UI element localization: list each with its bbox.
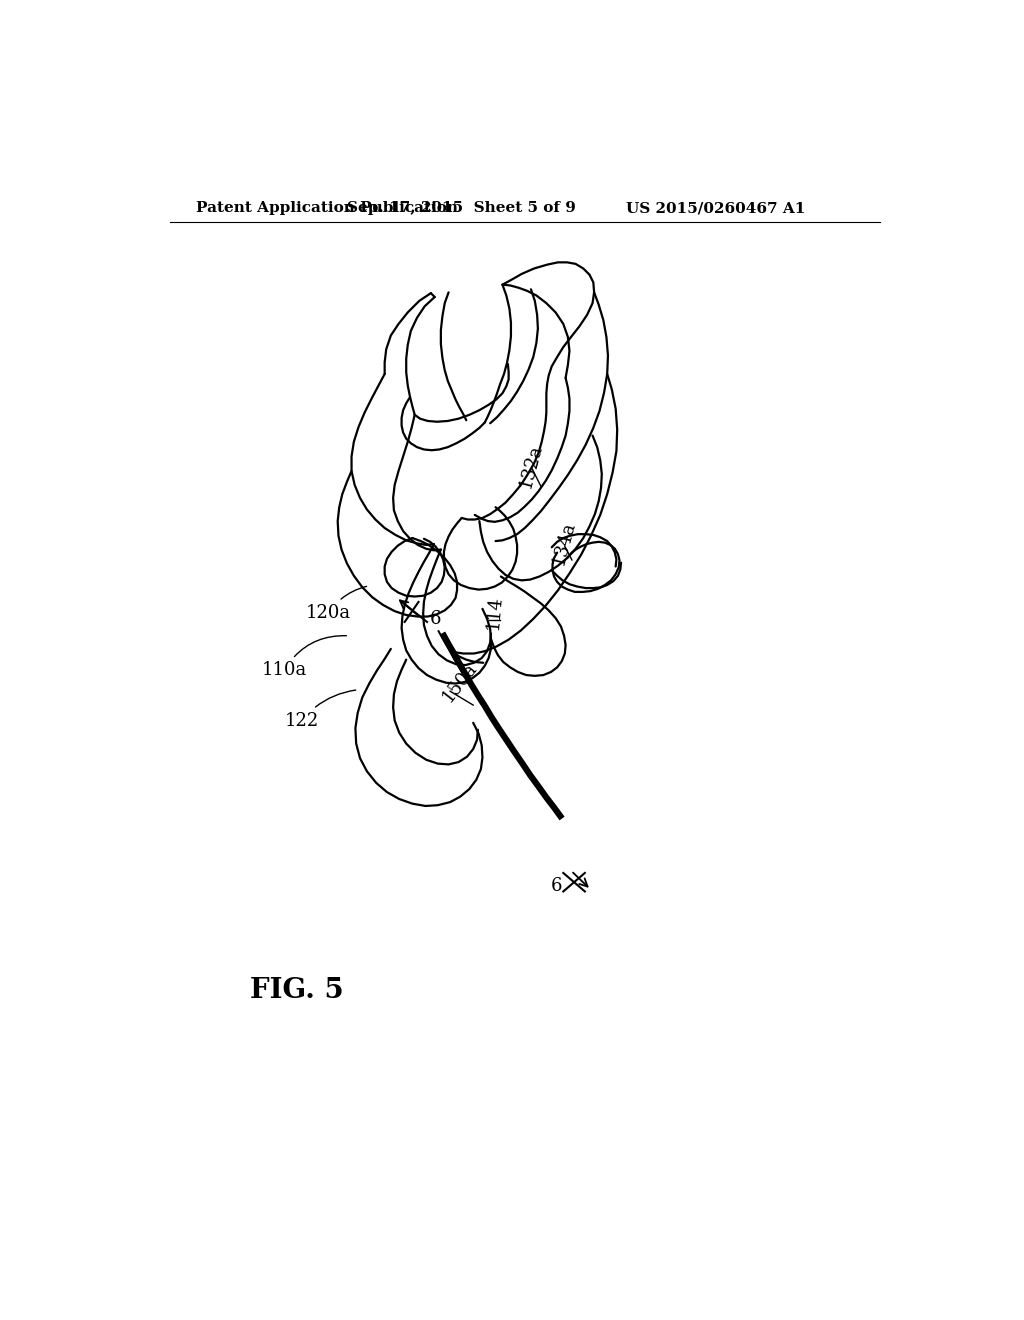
Text: 6: 6 bbox=[429, 610, 440, 628]
Text: 150a: 150a bbox=[439, 659, 481, 705]
Text: 132a: 132a bbox=[516, 442, 546, 491]
Text: 110a: 110a bbox=[261, 636, 346, 680]
Text: 6: 6 bbox=[550, 876, 562, 895]
Text: Sep. 17, 2015  Sheet 5 of 9: Sep. 17, 2015 Sheet 5 of 9 bbox=[347, 202, 577, 215]
Text: 122: 122 bbox=[285, 690, 355, 730]
Text: 120a: 120a bbox=[306, 586, 367, 622]
Text: 114: 114 bbox=[483, 595, 505, 631]
Text: FIG. 5: FIG. 5 bbox=[250, 977, 344, 1003]
Text: 134a: 134a bbox=[549, 519, 578, 568]
Text: Patent Application Publication: Patent Application Publication bbox=[196, 202, 458, 215]
Text: US 2015/0260467 A1: US 2015/0260467 A1 bbox=[626, 202, 806, 215]
